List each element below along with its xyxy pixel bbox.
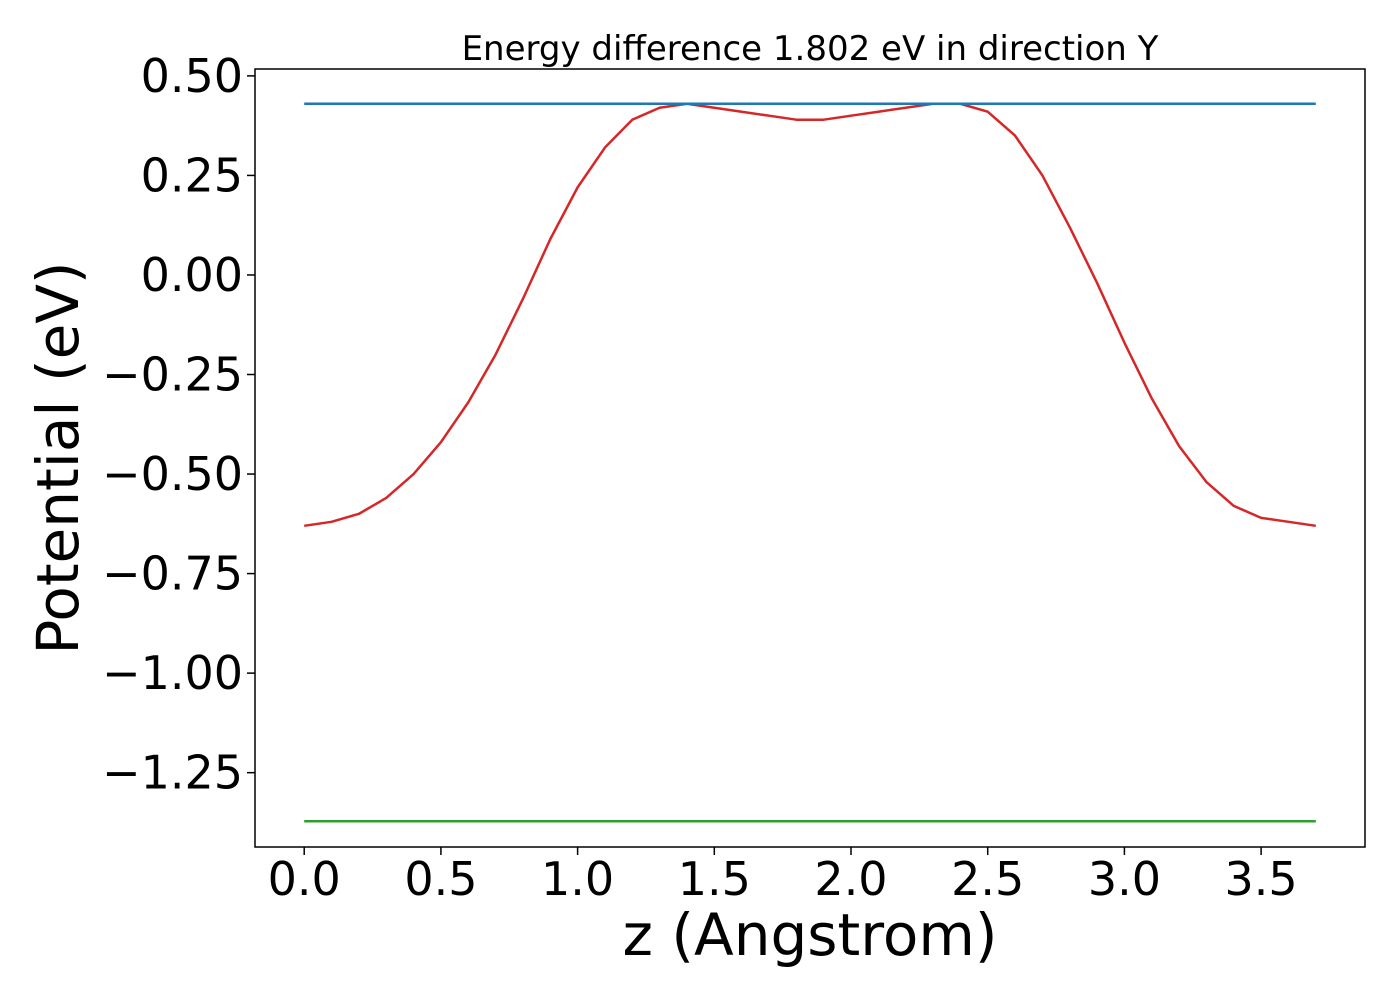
y-axis-title: Potential (eV) bbox=[24, 261, 92, 654]
x-tick-label: 1.5 bbox=[678, 852, 751, 906]
y-tick-label: −0.25 bbox=[102, 348, 243, 402]
y-tick-label: −0.50 bbox=[102, 447, 243, 501]
x-tick-label: 3.5 bbox=[1225, 852, 1298, 906]
x-tick-label: 0.0 bbox=[268, 852, 341, 906]
x-tick-label: 3.0 bbox=[1088, 852, 1161, 906]
y-tick-label: −1.00 bbox=[102, 646, 243, 700]
x-axis-ticks: 0.0 0.5 1.0 1.5 2.0 2.5 3.0 3.5 bbox=[268, 847, 1298, 906]
y-tick-label: 0.00 bbox=[141, 248, 243, 302]
y-tick-label: 0.50 bbox=[141, 49, 243, 103]
y-tick-label: −0.75 bbox=[102, 547, 243, 601]
y-tick-label: 0.25 bbox=[141, 148, 243, 202]
y-tick-label: −1.25 bbox=[102, 746, 243, 800]
plot-area bbox=[304, 102, 1316, 823]
chart-title: Energy difference 1.802 eV in direction … bbox=[462, 29, 1159, 69]
x-tick-label: 2.5 bbox=[951, 852, 1024, 906]
x-axis-title: z (Angstrom) bbox=[623, 901, 998, 969]
potential-curve bbox=[304, 102, 1316, 528]
plot-frame bbox=[254, 68, 1366, 848]
x-tick-label: 2.0 bbox=[814, 852, 887, 906]
y-axis-ticks: 0.50 0.25 0.00 −0.25 −0.50 −0.75 −1.00 −1.25 bbox=[102, 49, 255, 800]
x-tick-label: 0.5 bbox=[404, 852, 477, 906]
x-tick-label: 1.0 bbox=[541, 852, 614, 906]
